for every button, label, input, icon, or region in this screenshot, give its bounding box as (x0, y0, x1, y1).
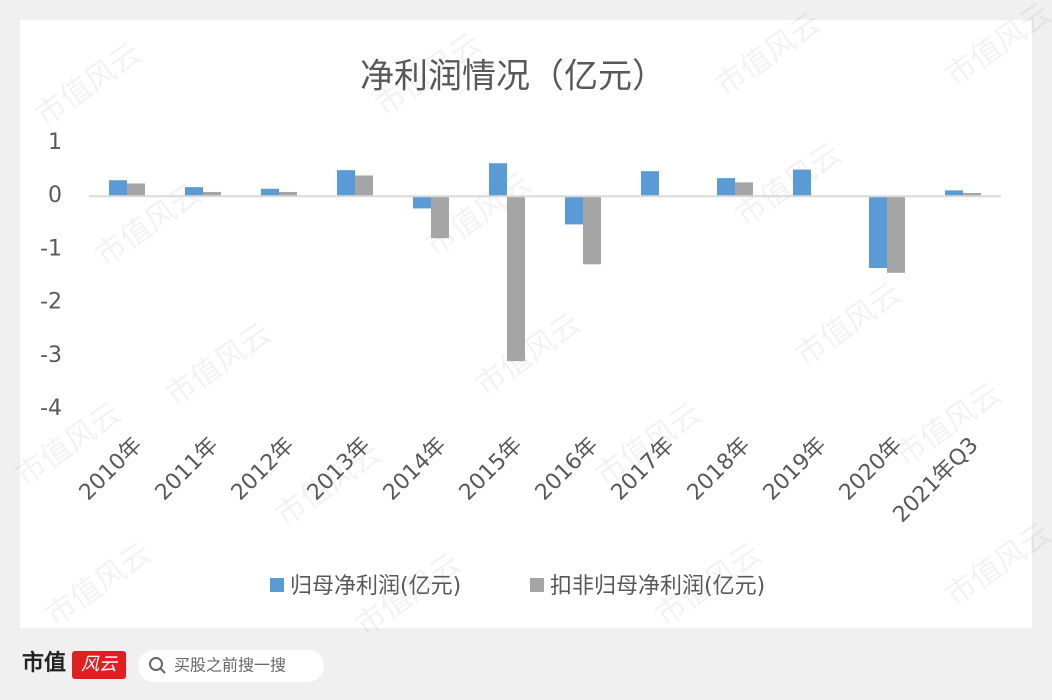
bar (279, 191, 297, 197)
bar (337, 170, 355, 197)
bar (355, 175, 373, 197)
bar (717, 178, 735, 197)
bar (565, 196, 583, 225)
bar (945, 190, 963, 197)
y-tick-label: 0 (48, 183, 62, 208)
bar (583, 196, 601, 265)
bar (489, 163, 507, 197)
bar (641, 171, 659, 197)
chart-title: 净利润情况（亿元） (360, 57, 666, 97)
bar (127, 183, 145, 197)
bar (203, 191, 221, 197)
legend-label: 归母净利润(亿元) (290, 574, 461, 599)
search-icon (149, 657, 163, 671)
bar (869, 196, 887, 269)
bar (261, 188, 279, 197)
search-placeholder: 买股之前搜一搜 (174, 656, 286, 675)
y-tick-label: -2 (40, 290, 62, 315)
bar (507, 196, 525, 362)
legend-swatch (270, 578, 284, 592)
y-tick-label: 1 (48, 130, 62, 155)
brand-stamp-bg (72, 651, 126, 679)
legend-swatch (530, 578, 544, 592)
bar (413, 196, 431, 209)
legend-label: 扣非归母净利润(亿元) (550, 574, 765, 599)
bar (185, 187, 203, 197)
bar (735, 182, 753, 197)
bar (431, 196, 449, 239)
y-tick-label: -3 (40, 343, 62, 368)
chart-card (20, 20, 1032, 628)
y-tick-label: -1 (40, 236, 62, 261)
search-icon-handle (159, 667, 166, 674)
brand: 市值 (22, 650, 66, 676)
bar (963, 193, 981, 197)
y-tick-label: -4 (40, 396, 62, 421)
brand-stamp: 风云 (81, 654, 119, 675)
bar (887, 196, 905, 273)
bar (793, 169, 811, 197)
bar (109, 180, 127, 197)
search-box[interactable] (138, 650, 324, 682)
